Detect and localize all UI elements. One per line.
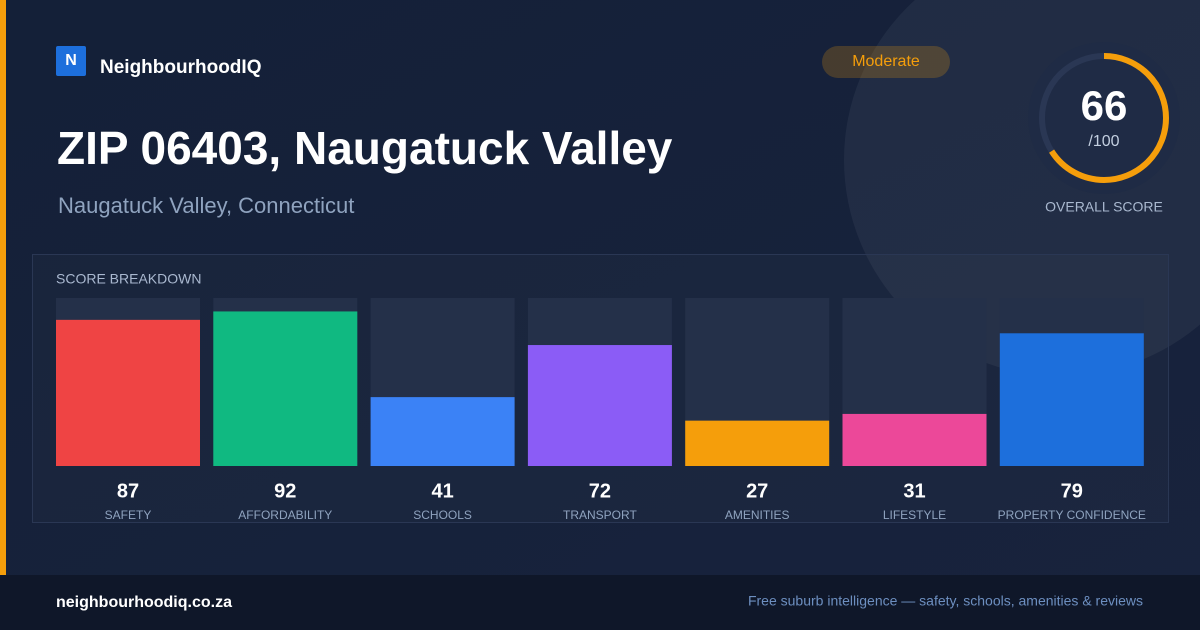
score-bg bbox=[1028, 42, 1180, 194]
value-label: 92 bbox=[274, 480, 296, 502]
logo bbox=[56, 46, 86, 76]
bar bbox=[527, 345, 672, 466]
bar bbox=[685, 420, 830, 466]
value-label: 79 bbox=[1061, 480, 1083, 502]
title: ZIP 06403, Naugatuck Valley bbox=[57, 122, 673, 174]
accent-stripe bbox=[0, 0, 6, 575]
bar bbox=[999, 333, 1144, 466]
category-label: AMENITIES bbox=[725, 508, 790, 522]
score-max: /100 bbox=[1088, 133, 1119, 150]
logo-letter: N bbox=[65, 52, 77, 69]
bar bbox=[56, 319, 200, 466]
chart-title: SCORE BREAKDOWN bbox=[56, 271, 201, 287]
brand: NeighbourhoodIQ bbox=[100, 57, 261, 78]
badge-text: Moderate bbox=[852, 53, 920, 70]
value-label: 72 bbox=[589, 480, 611, 502]
score-label: OVERALL SCORE bbox=[1045, 199, 1163, 215]
panel bbox=[32, 254, 1169, 523]
category-label: LIFESTYLE bbox=[883, 508, 946, 522]
value-label: 27 bbox=[746, 480, 768, 502]
score-ring bbox=[1039, 53, 1169, 183]
bar bbox=[370, 397, 515, 466]
footer-tagline: Free suburb intelligence — safety, schoo… bbox=[748, 593, 1143, 609]
bar bbox=[213, 311, 358, 466]
value-label: 87 bbox=[117, 480, 139, 502]
value-label: 41 bbox=[431, 480, 453, 502]
score-value: 66 bbox=[1081, 82, 1128, 129]
category-label: AFFORDABILITY bbox=[238, 508, 332, 522]
footer-site: neighbourhoodiq.co.za bbox=[56, 594, 232, 611]
footer bbox=[0, 575, 1200, 630]
subtitle: Naugatuck Valley, Connecticut bbox=[58, 193, 354, 218]
category-label: TRANSPORT bbox=[563, 508, 637, 522]
category-label: SAFETY bbox=[105, 508, 152, 522]
badge bbox=[822, 46, 950, 78]
bar bbox=[842, 413, 987, 466]
category-label: SCHOOLS bbox=[413, 508, 472, 522]
category-label: PROPERTY CONFIDENCE bbox=[998, 508, 1146, 522]
value-label: 31 bbox=[903, 480, 925, 502]
